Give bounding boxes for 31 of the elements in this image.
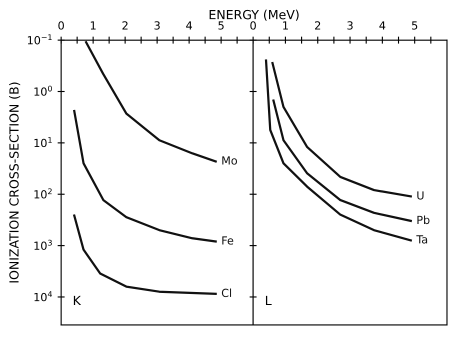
series-label: Pb bbox=[417, 215, 430, 224]
y-tick-label: 10$^{2}$ bbox=[34, 188, 52, 199]
y-tick-label: 10$^{0}$ bbox=[34, 86, 52, 96]
x-tick-label: 2 bbox=[122, 21, 128, 30]
y-axis-title: IONIZATION CROSS-SECTION (B) bbox=[9, 82, 20, 282]
x-tick-label: 4 bbox=[186, 21, 192, 30]
x-tick-label: 4 bbox=[379, 21, 386, 30]
x-tick-label: 5 bbox=[412, 21, 418, 30]
series-label: Ta bbox=[416, 235, 428, 244]
x-axis-title: ENERGY (MeV) bbox=[210, 10, 299, 21]
x-tick-label: 1 bbox=[283, 21, 288, 30]
annotation: K bbox=[74, 296, 82, 305]
x-tick-label: 5 bbox=[218, 21, 224, 30]
line-series bbox=[73, 214, 217, 295]
y-tick-label: 10$^{4}$ bbox=[34, 291, 52, 302]
series-label: Fe bbox=[222, 236, 234, 245]
y-tick-label: 10$^{−1}$ bbox=[28, 34, 52, 44]
x-tick-label: 3 bbox=[347, 21, 353, 30]
y-tick-label: 10$^{3}$ bbox=[34, 240, 52, 250]
x-tick-label: 0 bbox=[58, 21, 64, 30]
series-label: Mo bbox=[222, 156, 238, 165]
annotation: L bbox=[266, 296, 272, 305]
x-tick-label: 2 bbox=[315, 21, 320, 30]
x-tick-label: 0 bbox=[250, 21, 256, 30]
y-tick-label: 10$^{1}$ bbox=[34, 137, 52, 148]
x-tick-label: 1 bbox=[90, 21, 96, 30]
x-tick-label: 3 bbox=[154, 21, 160, 30]
series-label: Cl bbox=[222, 288, 232, 298]
series-label: U bbox=[417, 191, 424, 200]
line-series bbox=[73, 110, 217, 243]
line-series bbox=[84, 41, 217, 163]
